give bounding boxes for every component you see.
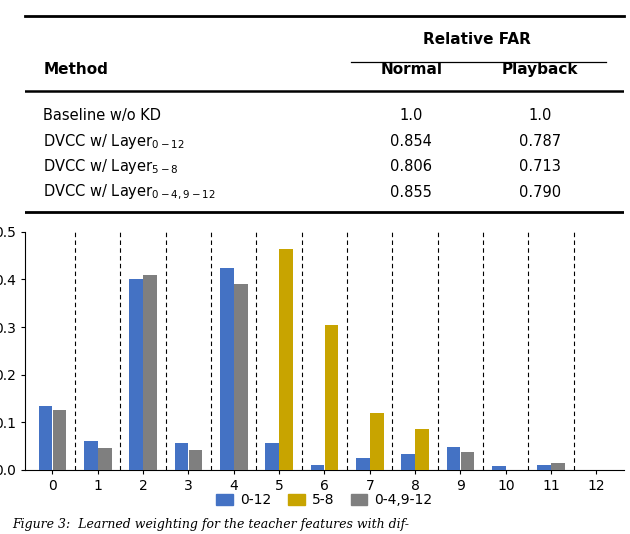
Text: Method: Method bbox=[43, 62, 108, 77]
Bar bbox=[415, 429, 429, 470]
Text: DVCC w/ Layer$_{5-8}$: DVCC w/ Layer$_{5-8}$ bbox=[43, 158, 179, 176]
Text: DVCC w/ Layer$_{0-4,9-12}$: DVCC w/ Layer$_{0-4,9-12}$ bbox=[43, 183, 216, 202]
Bar bbox=[324, 325, 338, 470]
Text: Normal: Normal bbox=[381, 62, 442, 77]
Text: 0.787: 0.787 bbox=[519, 134, 561, 148]
Text: 0.713: 0.713 bbox=[519, 159, 561, 174]
Bar bbox=[188, 450, 202, 470]
Bar bbox=[370, 413, 384, 470]
Bar bbox=[234, 284, 248, 470]
Text: Relative FAR: Relative FAR bbox=[423, 33, 531, 48]
Bar bbox=[492, 466, 506, 470]
Legend: 0-12, 5-8, 0-4,9-12: 0-12, 5-8, 0-4,9-12 bbox=[211, 488, 438, 513]
Text: 0.790: 0.790 bbox=[519, 185, 561, 200]
Text: Figure 3:  Learned weighting for the teacher features with dif-: Figure 3: Learned weighting for the teac… bbox=[13, 519, 410, 531]
Bar bbox=[38, 406, 52, 470]
Bar bbox=[537, 465, 551, 470]
Text: 0.854: 0.854 bbox=[391, 134, 432, 148]
Bar bbox=[279, 248, 293, 470]
Text: DVCC w/ Layer$_{0-12}$: DVCC w/ Layer$_{0-12}$ bbox=[43, 131, 185, 151]
Bar bbox=[401, 454, 415, 470]
Text: 0.855: 0.855 bbox=[391, 185, 432, 200]
Bar bbox=[356, 458, 370, 470]
Text: 1.0: 1.0 bbox=[528, 108, 552, 123]
Bar bbox=[129, 279, 143, 470]
Bar bbox=[220, 268, 234, 470]
Bar bbox=[461, 452, 474, 470]
Text: 1.0: 1.0 bbox=[399, 108, 423, 123]
Text: Playback: Playback bbox=[501, 62, 578, 77]
Bar bbox=[175, 443, 188, 470]
Bar bbox=[265, 443, 279, 470]
Text: 0.806: 0.806 bbox=[390, 159, 432, 174]
Bar bbox=[447, 447, 461, 470]
Bar bbox=[53, 411, 66, 470]
Bar bbox=[143, 274, 157, 470]
Bar bbox=[84, 442, 98, 470]
Text: Baseline w/o KD: Baseline w/o KD bbox=[43, 108, 161, 123]
Bar bbox=[551, 463, 565, 470]
Bar bbox=[98, 449, 112, 470]
Bar bbox=[311, 465, 324, 470]
